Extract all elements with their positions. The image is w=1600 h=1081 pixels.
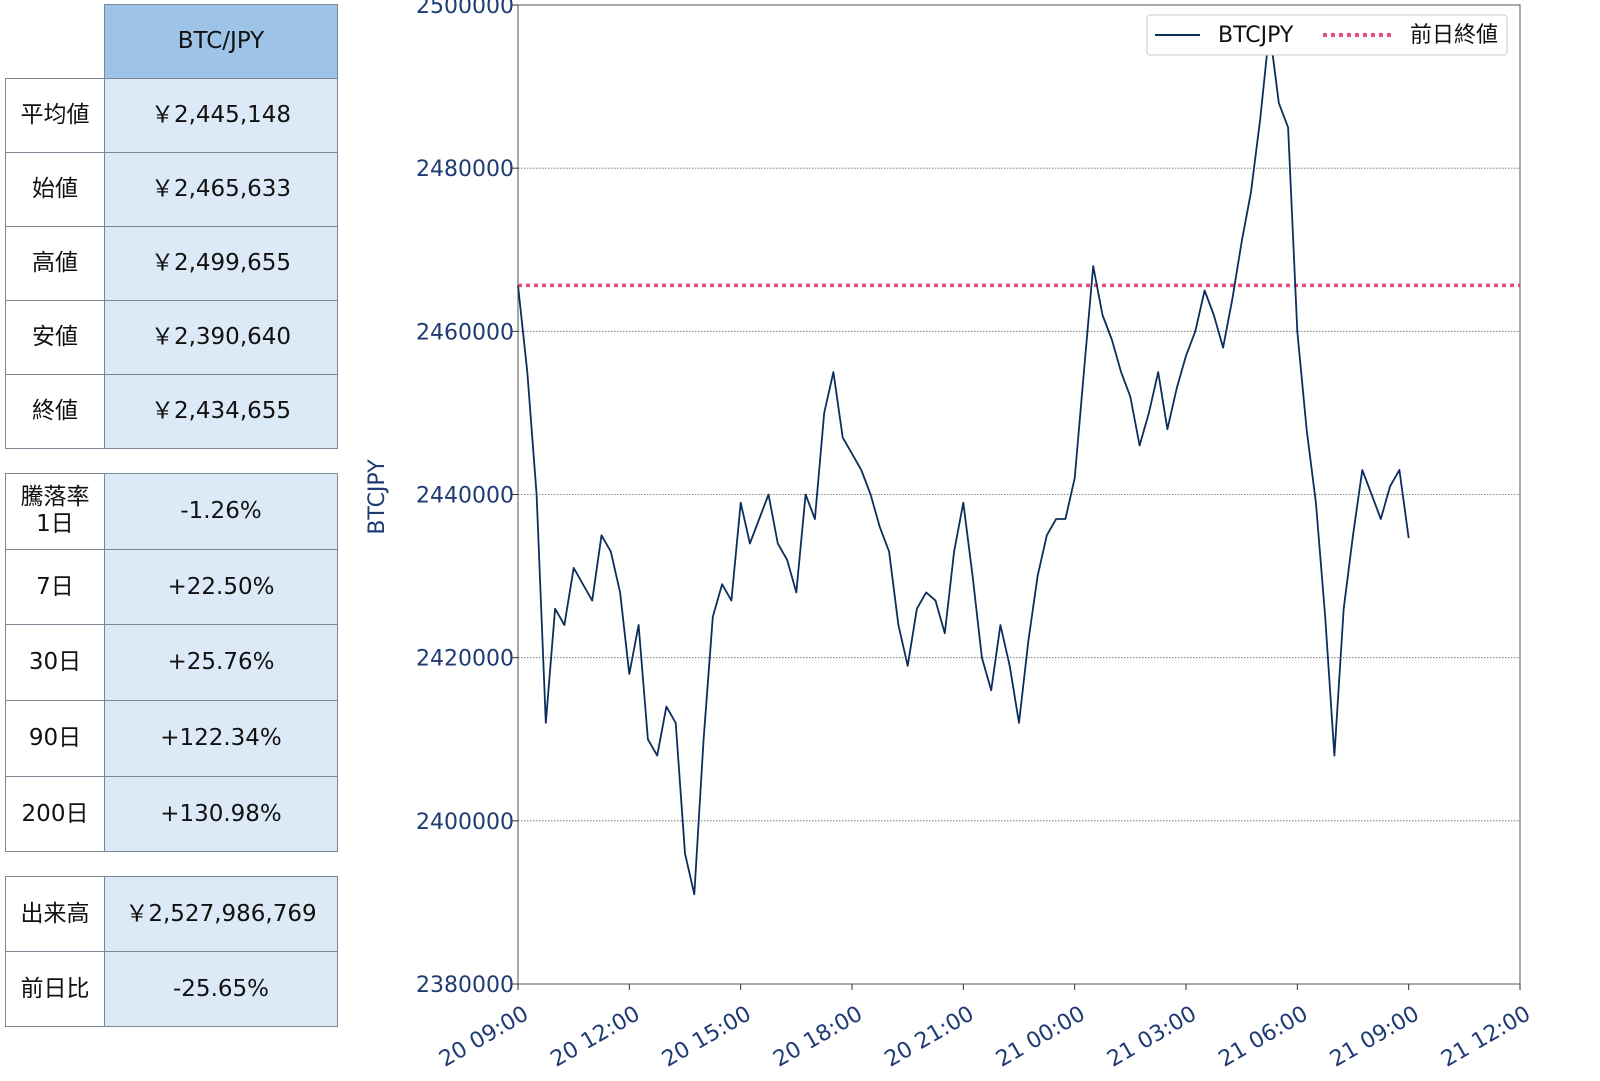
y-axis-ticks: 2380000 2400000 2420000 2440000 2460000 24800… [416,0,518,998]
low-value: ￥2,390,640 [104,300,338,375]
high-value: ￥2,499,655 [104,226,338,301]
y-tick-label-2480000: 2480000 [416,157,514,182]
legend-label-btcjpy: BTCJPY [1218,23,1294,48]
series-lines [517,28,1410,896]
change-200d-value: +130.98% [104,775,338,853]
x-tick-label-2: 20 15:00 [658,1002,756,1073]
change-30d-value: +25.76% [104,624,338,702]
volume-value: ￥2,527,986,769 [104,876,338,952]
high-label: 高値 [5,226,105,301]
change-90d-value: +122.34% [104,700,338,777]
header-corner-cell [5,4,105,79]
close-value: ￥2,434,655 [104,374,338,449]
legend-label-prev-close: 前日終値 [1410,23,1498,48]
change-30d-label: 30日 [5,624,105,702]
average-label: 平均値 [5,78,105,153]
summary-table: BTC/JPY 平均値 ￥2,445,148 始値 ￥2,465,633 高値 … [5,4,338,449]
x-axis-ticks: 20 09:00 20 12:00 20 15:00 20 18:00 20 21:00… [435,984,1535,1072]
change-rate-table: 騰落率 1日 -1.26% 7日 +22.50% 30日 +25.76% 90日… [5,473,338,853]
change-rate-heading: 騰落率 [20,484,90,511]
change-1d-label: 騰落率 1日 [5,473,105,550]
volume-change-label: 前日比 [5,951,105,1027]
x-tick-label-8: 21 09:00 [1326,1002,1424,1073]
legend: BTCJPY 前日終値 [1146,14,1508,56]
volume-label: 出来高 [5,876,105,952]
x-tick-label-3: 20 18:00 [769,1002,867,1073]
x-tick-label-9: 21 12:00 [1437,1002,1535,1073]
y-axis-label: BTCJPY [365,459,390,535]
volume-change-value: -25.65% [104,951,338,1027]
series-line-btcjpy [517,28,1410,896]
open-label: 始値 [5,152,105,227]
y-tick-label-2400000: 2400000 [416,810,514,835]
change-7d-value: +22.50% [104,548,338,626]
y-tick-label-2420000: 2420000 [416,647,514,672]
x-tick-label-7: 21 06:00 [1215,1002,1313,1073]
y-tick-label-2440000: 2440000 [416,484,514,509]
open-value: ￥2,465,633 [104,152,338,227]
low-label: 安値 [5,300,105,375]
y-tick-label-2500000: 2500000 [416,0,514,19]
y-tick-label-2460000: 2460000 [416,320,514,345]
pair-header: BTC/JPY [104,4,338,79]
x-tick-label-0: 20 09:00 [435,1002,533,1073]
x-tick-label-5: 21 00:00 [992,1002,1090,1073]
x-tick-label-6: 21 03:00 [1103,1002,1201,1073]
average-value: ￥2,445,148 [104,78,338,153]
change-1d-period: 1日 [36,511,74,538]
grid-lines [518,4,1520,985]
change-200d-label: 200日 [5,775,105,853]
x-tick-label-4: 20 21:00 [881,1002,979,1073]
change-1d-value: -1.26% [104,473,338,550]
y-tick-label-2380000: 2380000 [416,973,514,998]
change-90d-label: 90日 [5,700,105,777]
volume-table: 出来高 ￥2,527,986,769 前日比 -25.65% [5,876,338,1027]
x-tick-label-1: 20 12:00 [547,1002,645,1073]
